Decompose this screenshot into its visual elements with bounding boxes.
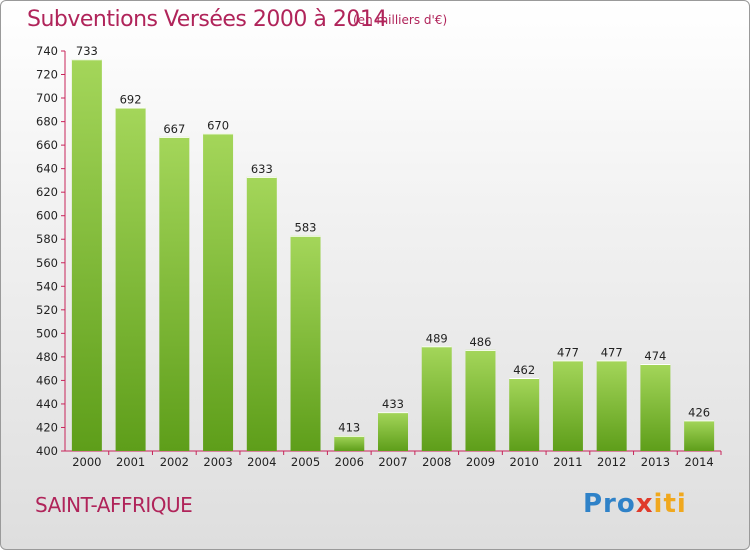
data-label-2012: 477 [601, 345, 623, 359]
x-tick-label-2004: 2004 [247, 455, 276, 469]
y-tick-label: 460 [36, 373, 58, 387]
bar-2009 [465, 349, 496, 451]
chart-subtitle: (en milliers d'€) [353, 13, 448, 27]
data-label-2003: 670 [207, 118, 229, 132]
y-tick-label: 700 [36, 91, 58, 105]
y-tick-label: 600 [36, 209, 58, 223]
y-tick-label: 520 [36, 303, 58, 317]
bar-2006 [334, 435, 365, 451]
data-label-2008: 489 [426, 331, 448, 345]
logo-part-x: x [635, 489, 654, 519]
city-name: SAINT-AFFRIQUE [35, 493, 193, 517]
bar-2010 [509, 378, 540, 451]
bar-2002 [159, 136, 190, 451]
data-label-2013: 474 [644, 349, 666, 363]
y-tick-label: 500 [36, 326, 58, 340]
x-tick-label-2003: 2003 [203, 455, 232, 469]
bar-2013 [640, 363, 671, 451]
chart-title: Subventions Versées 2000 à 2014 [27, 7, 387, 32]
data-label-2005: 583 [295, 221, 317, 235]
x-tick-label-2013: 2013 [641, 455, 670, 469]
x-tick-label-2010: 2010 [510, 455, 539, 469]
x-tick-label-2006: 2006 [335, 455, 364, 469]
data-label-2002: 667 [163, 122, 185, 136]
data-label-2009: 486 [469, 335, 491, 349]
x-tick-label-2000: 2000 [72, 455, 101, 469]
x-tick-label-2014: 2014 [684, 455, 713, 469]
bars: 733 692 667 670 633 583 413 433 489 486 462 477 477 4… [71, 44, 715, 452]
x-tick-label-2002: 2002 [160, 455, 189, 469]
bar-2004 [246, 176, 277, 451]
x-tick-label-2009: 2009 [466, 455, 495, 469]
bar-2014 [684, 420, 715, 451]
bar-2008 [421, 346, 452, 451]
x-tick-label-2011: 2011 [553, 455, 582, 469]
x-tick-label-2005: 2005 [291, 455, 320, 469]
y-tick-label: 720 [36, 68, 58, 82]
y-tick-label: 420 [36, 420, 58, 434]
y-tick-label: 660 [36, 138, 58, 152]
x-tick-label-2007: 2007 [378, 455, 407, 469]
y-tick-label: 440 [36, 397, 58, 411]
y-tick-label: 640 [36, 162, 58, 176]
y-tick-label: 560 [36, 256, 58, 270]
data-label-2006: 413 [338, 421, 360, 435]
bar-2000 [71, 59, 102, 452]
y-tick-label: 580 [36, 232, 58, 246]
data-label-2000: 733 [76, 44, 98, 58]
x-tick-label-2008: 2008 [422, 455, 451, 469]
bar-2007 [378, 412, 408, 451]
proxiti-logo: Proxiti [583, 489, 687, 519]
x-tick-label-2012: 2012 [597, 455, 626, 469]
data-label-2001: 692 [120, 92, 142, 106]
data-label-2010: 462 [513, 363, 535, 377]
y-tick-label: 400 [36, 444, 58, 458]
y-tick-label: 740 [36, 44, 58, 58]
bar-2001 [115, 107, 146, 452]
logo-part-pro: Pro [583, 489, 636, 519]
y-tick-label: 680 [36, 115, 58, 129]
bar-2005 [290, 235, 321, 451]
logo-part-iti: iti [653, 489, 687, 519]
bar-2012 [596, 360, 627, 451]
data-label-2004: 633 [251, 162, 273, 176]
bar-2003 [203, 133, 234, 451]
y-axis: 400 420 440 460 480 500 520 540 560 580 600 620 640 6… [36, 44, 66, 458]
data-label-2011: 477 [557, 345, 579, 359]
data-label-2007: 433 [382, 397, 404, 411]
y-tick-label: 480 [36, 350, 58, 364]
x-tick-label-2001: 2001 [116, 455, 145, 469]
x-axis: 2000 2001 2002 2003 2004 2005 2006 2007 2008 2009… [65, 450, 722, 469]
bar-2011 [552, 360, 583, 451]
y-tick-label: 540 [36, 279, 58, 293]
y-tick-label: 620 [36, 185, 58, 199]
data-label-2014: 426 [688, 405, 710, 419]
